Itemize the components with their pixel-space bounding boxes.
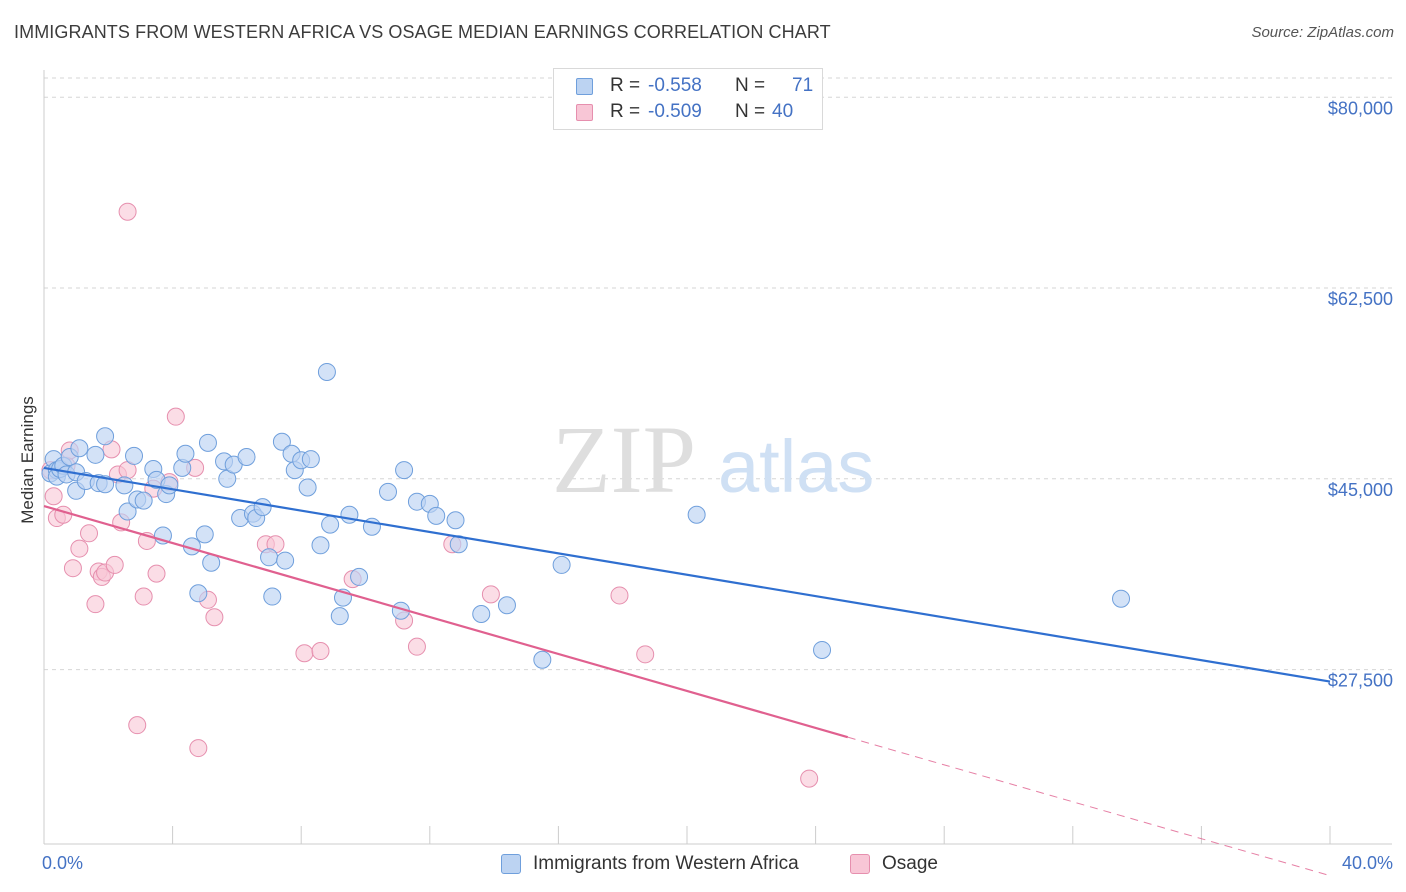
western-africa-point	[298, 478, 317, 497]
western-africa-point	[263, 587, 282, 606]
y-axis-label: Median Earnings	[18, 396, 37, 524]
osage-point	[800, 769, 819, 788]
western-africa-point	[395, 461, 414, 480]
western-africa-point	[96, 427, 115, 446]
western-africa-point	[687, 505, 706, 524]
watermark-atlas: atlas	[718, 425, 874, 508]
legend-n-label: N =	[735, 75, 766, 96]
western-africa-point	[321, 515, 340, 534]
osage-point	[295, 644, 314, 663]
western-africa-point	[533, 650, 552, 669]
x-tick-label: 0.0%	[42, 853, 83, 873]
legend-r-label: R =	[610, 75, 641, 96]
osage-point	[407, 637, 426, 656]
osage-point	[636, 645, 655, 664]
legend-n-value: 40	[772, 101, 794, 122]
bottom-legend-label: Immigrants from Western Africa	[533, 853, 799, 874]
y-tick-label: $80,000	[1328, 98, 1393, 118]
western-africa-point	[198, 433, 217, 452]
western-africa-point	[813, 640, 832, 659]
western-africa-point	[134, 491, 153, 510]
western-africa-point	[160, 476, 179, 495]
western-africa-point	[301, 450, 320, 469]
western-africa-point	[1112, 589, 1131, 608]
watermark: ZIP atlas	[552, 406, 874, 513]
western-africa-point	[176, 444, 195, 463]
bottom-legend-label: Osage	[882, 853, 938, 874]
osage-point	[481, 585, 500, 604]
western-africa-point	[260, 548, 279, 567]
osage-point	[134, 587, 153, 606]
osage-point	[80, 524, 99, 543]
osage-point	[147, 564, 166, 583]
western-africa-point	[195, 525, 214, 544]
western-africa-trend-line	[43, 466, 1331, 683]
y-tick-label: $45,000	[1328, 480, 1393, 500]
y-tick-labels: $27,500 $45,000 $62,500 $80,000	[1328, 98, 1393, 690]
osage-trend-line	[43, 504, 849, 739]
western-africa-point	[472, 604, 491, 623]
y-tick-label: $27,500	[1328, 671, 1393, 691]
osage-point	[63, 559, 82, 578]
x-tick-labels: 0.0% 40.0%	[42, 853, 1393, 873]
western-africa-point	[446, 511, 465, 530]
western-africa-point	[253, 498, 272, 517]
legend-r-label: R =	[610, 101, 641, 122]
trend-lines	[43, 466, 1331, 877]
bottom-legend-swatch-pink	[850, 854, 870, 874]
legend-n-label: N =	[735, 101, 766, 122]
legend-swatch-pink	[576, 104, 593, 121]
western-africa-point	[497, 596, 516, 615]
source-label[interactable]: Source: ZipAtlas.com	[1251, 24, 1394, 41]
legend-swatch-blue	[576, 78, 593, 95]
western-africa-point	[552, 555, 571, 574]
watermark-zip: ZIP	[552, 406, 696, 513]
osage-point	[128, 716, 147, 735]
western-africa-point	[427, 506, 446, 525]
western-africa-point	[317, 362, 336, 381]
osage-point	[44, 487, 63, 506]
osage-point	[86, 595, 105, 614]
legend-r-value: -0.558	[648, 75, 702, 96]
western-africa-point	[237, 448, 256, 466]
western-africa-point	[96, 475, 115, 494]
western-africa-point	[125, 446, 144, 465]
legend-r-value: -0.509	[648, 101, 702, 122]
osage-point	[105, 555, 124, 574]
western-africa-point	[276, 551, 295, 570]
western-africa-point	[189, 584, 208, 603]
western-africa-point	[350, 567, 369, 586]
axes	[43, 70, 1392, 845]
western-africa-point	[86, 445, 105, 464]
osage-point	[118, 202, 137, 221]
western-africa-point	[311, 536, 330, 555]
osage-point	[311, 642, 330, 661]
osage-point	[189, 739, 208, 758]
western-africa-point	[118, 502, 137, 521]
bottom-legend-swatch-blue	[501, 854, 521, 874]
x-tick-label: 40.0%	[1342, 853, 1393, 873]
western-africa-point	[330, 607, 349, 626]
legend-n-value: 71	[792, 75, 814, 96]
osage-point	[610, 586, 629, 605]
osage-point	[166, 407, 185, 426]
chart-title: IMMIGRANTS FROM WESTERN AFRICA VS OSAGE …	[14, 22, 831, 42]
osage-point	[70, 539, 89, 558]
osage-point	[205, 608, 224, 627]
western-africa-point	[70, 439, 89, 458]
y-tick-label: $62,500	[1328, 289, 1393, 309]
western-africa-point	[272, 432, 291, 451]
stats-legend: R = -0.558 N = 71 R = -0.509 N = 40	[553, 68, 823, 130]
western-africa-point	[379, 482, 398, 501]
